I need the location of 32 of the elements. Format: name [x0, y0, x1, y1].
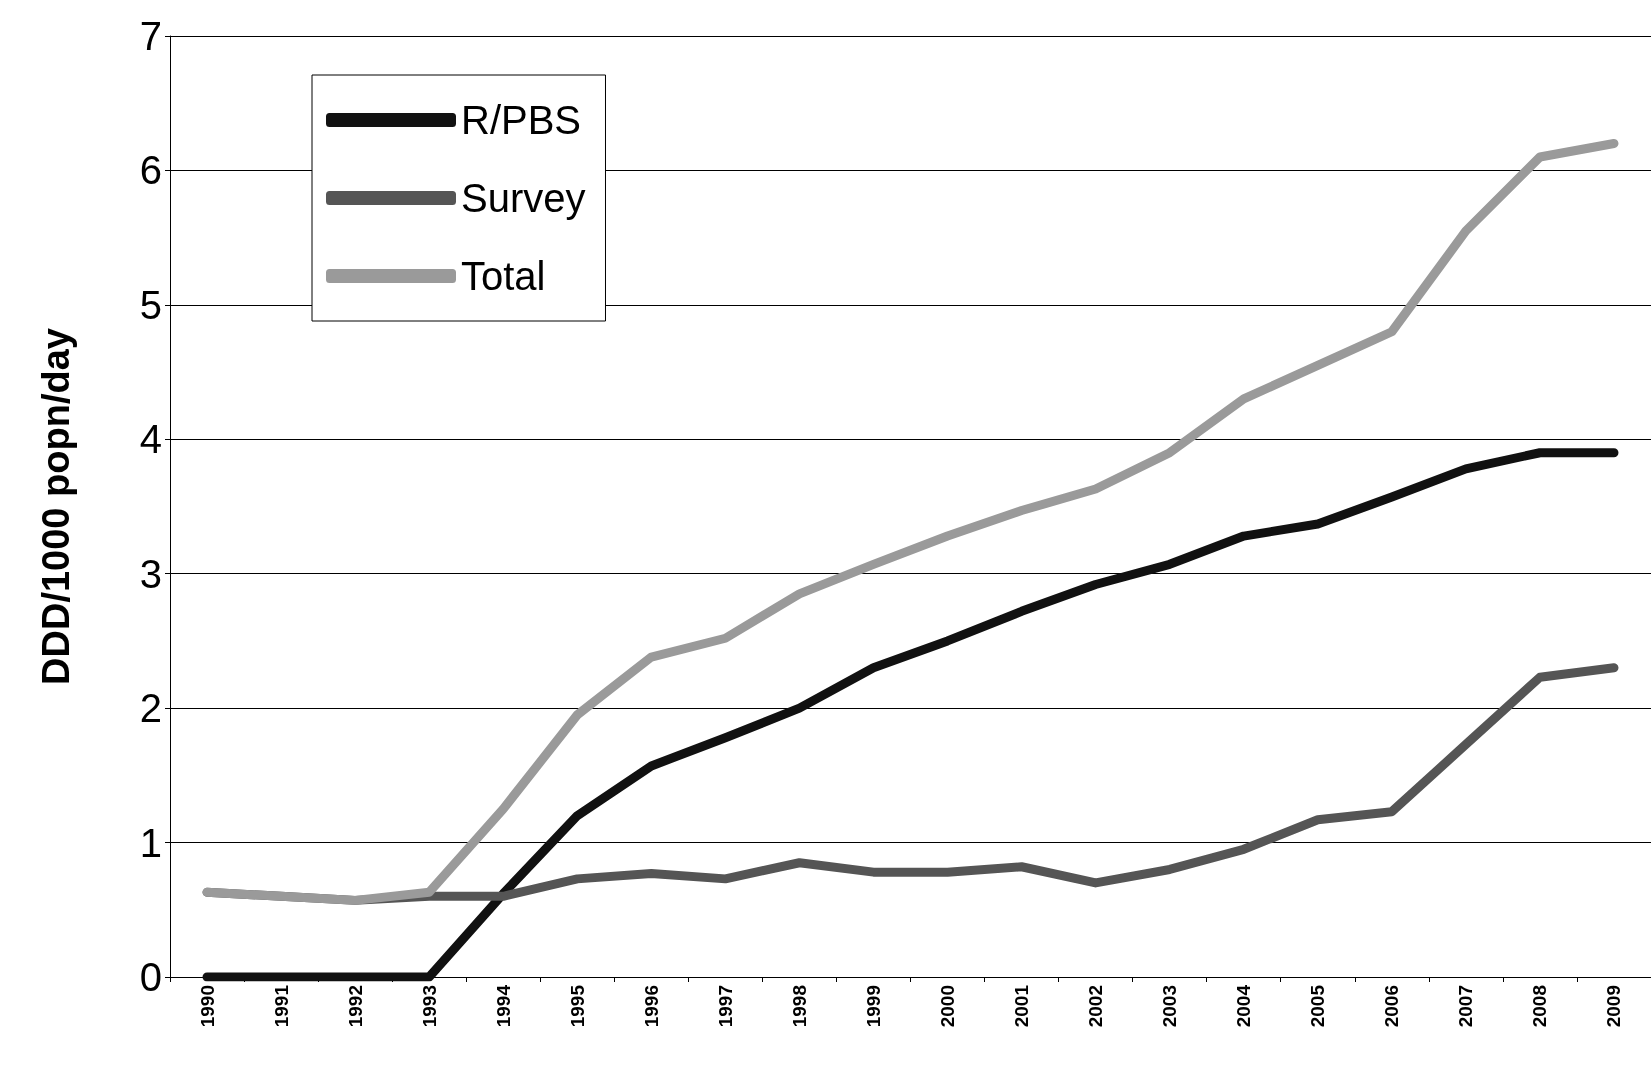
x-tick-label: 2003: [1159, 985, 1181, 1028]
x-tick-label: 2008: [1529, 985, 1551, 1028]
y-tick-label: 3: [139, 551, 162, 596]
y-tick-label: 7: [139, 14, 162, 58]
x-tick-label: 1991: [270, 984, 292, 1028]
y-tick-label: 6: [139, 148, 162, 193]
x-tick-label: 1996: [640, 985, 662, 1028]
y-tick-label: 4: [139, 417, 162, 462]
x-tick-label: 2000: [937, 985, 959, 1028]
legend-label: R/PBS: [461, 98, 582, 142]
x-tick-label: 1990: [196, 985, 218, 1028]
legend-label: Total: [461, 254, 546, 298]
y-tick-label: 0: [139, 955, 162, 999]
x-tick-label: 1994: [492, 984, 514, 1028]
x-tick-label: 2009: [1603, 985, 1625, 1028]
x-tick-label: 1993: [418, 985, 440, 1028]
x-tick-label: 1992: [344, 985, 366, 1028]
x-tick-label: 1999: [862, 985, 884, 1028]
x-tick-label: 1995: [566, 984, 588, 1028]
x-tick-label: 1998: [788, 985, 810, 1028]
y-tick-label: 1: [139, 820, 162, 865]
x-tick-label: 2005: [1307, 984, 1329, 1028]
x-tick-label: 2007: [1455, 985, 1477, 1028]
y-tick-label: 2: [139, 686, 162, 731]
legend-label: Survey: [461, 176, 586, 220]
x-tick-label: 2001: [1011, 984, 1033, 1028]
x-tick-label: 2004: [1233, 984, 1255, 1028]
x-tick-label: 2006: [1381, 985, 1403, 1028]
y-tick-label: 5: [139, 282, 162, 327]
x-tick-label: 2002: [1085, 985, 1107, 1028]
x-tick-label: 1997: [714, 985, 736, 1028]
y-axis-title: DDD/1000 popn/day: [35, 328, 77, 685]
